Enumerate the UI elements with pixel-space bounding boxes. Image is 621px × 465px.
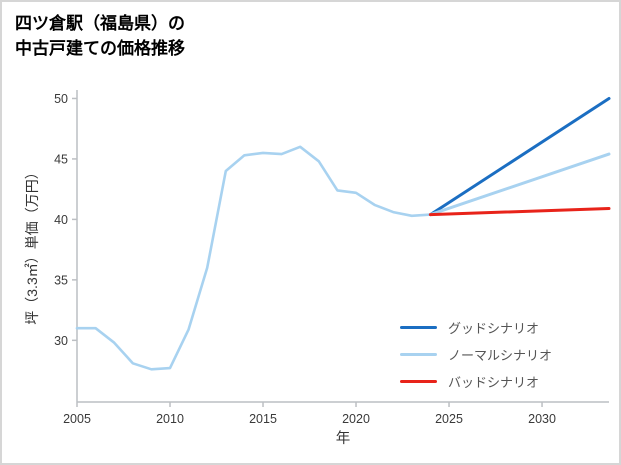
legend-label-good: グッドシナリオ	[448, 321, 540, 336]
x-tick-label: 2010	[156, 412, 184, 426]
y-tick-label: 50	[54, 92, 68, 106]
x-tick-label: 2015	[249, 412, 277, 426]
x-tick-label: 2020	[342, 412, 370, 426]
good-scenario-swatch	[400, 326, 437, 329]
y-tick-label: 40	[54, 213, 68, 227]
legend-label-normal: ノーマルシナリオ	[448, 348, 553, 363]
y-tick-label: 45	[54, 152, 68, 166]
chart-title: 四ツ倉駅（福島県）の 中古戸建ての価格推移	[15, 12, 185, 61]
legend-label-bad: バッドシナリオ	[448, 375, 540, 390]
history-line	[75, 145, 432, 371]
legend-item-good: グッドシナリオ	[400, 314, 552, 341]
y-axis-label: 坪（3.3㎡）単価（万円）	[24, 165, 40, 325]
good-scenario-line	[428, 97, 611, 217]
y-tick-label: 30	[54, 334, 68, 348]
chart-title-line1: 四ツ倉駅（福島県）の	[15, 14, 185, 33]
x-axis-label: 年	[335, 431, 351, 447]
normal-scenario-line	[428, 152, 611, 217]
legend-item-normal: ノーマルシナリオ	[400, 341, 552, 368]
x-tick-label: 2030	[528, 412, 556, 426]
x-tick-label: 2025	[435, 412, 463, 426]
chart-title-line2: 中古戸建ての価格推移	[15, 38, 185, 58]
bad-scenario-swatch	[400, 380, 437, 383]
y-tick-label: 35	[54, 273, 68, 287]
normal-scenario-swatch	[400, 353, 437, 356]
x-tick-label: 2005	[63, 412, 91, 426]
bad-scenario-line	[428, 207, 611, 217]
chart-legend: グッドシナリオ ノーマルシナリオ バッドシナリオ	[400, 314, 552, 395]
legend-item-bad: バッドシナリオ	[400, 368, 552, 395]
